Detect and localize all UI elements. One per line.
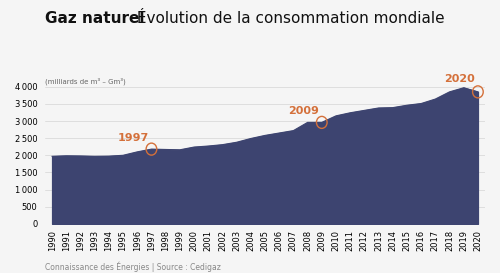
Text: Gaz naturel: Gaz naturel (45, 11, 144, 26)
Text: 2009: 2009 (288, 106, 319, 116)
Text: 2020: 2020 (444, 74, 475, 84)
Text: (milliards de m³ – Gm³): (milliards de m³ – Gm³) (45, 78, 126, 85)
Text: Évolution de la consommation mondiale: Évolution de la consommation mondiale (132, 11, 445, 26)
Text: Connaissance des Énergies | Source : Cedigaz: Connaissance des Énergies | Source : Ced… (45, 261, 221, 272)
Text: 1997: 1997 (118, 133, 148, 143)
